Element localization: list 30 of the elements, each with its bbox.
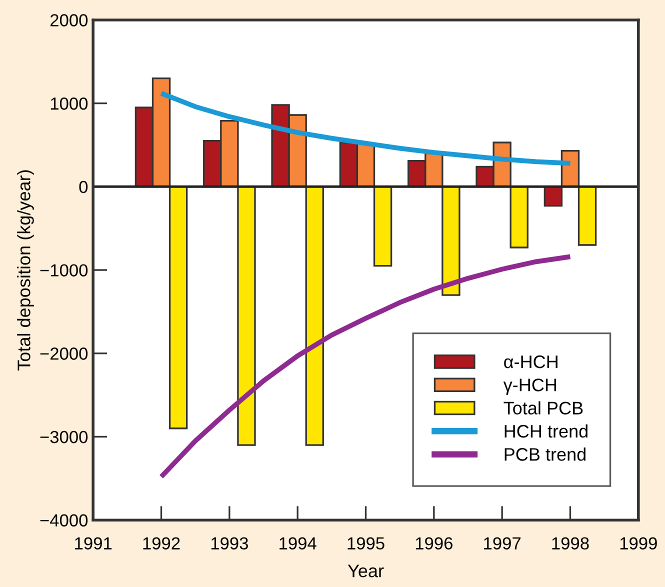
y-axis-title: Total deposition (kg/year): [17, 170, 34, 370]
y-tick-label: 1000: [50, 97, 88, 110]
bar: [168, 186, 188, 430]
legend-label: γ-HCH: [503, 378, 556, 395]
x-tick-label: 1997: [484, 537, 521, 550]
y-tick-label: 2000: [50, 14, 88, 26]
bar: [305, 186, 324, 446]
x-tick-label: 1993: [211, 537, 248, 550]
y-tick-label: −1000: [40, 264, 88, 276]
x-tick-label: 1996: [416, 537, 452, 550]
x-tick-label: 1994: [280, 537, 316, 550]
y-tick-label: −3000: [40, 430, 88, 444]
x-tick-label: 1992: [143, 537, 180, 550]
y-tick-label: −4000: [40, 514, 88, 527]
x-tick-label: 1991: [75, 537, 112, 550]
x-axis-title: Year: [348, 564, 384, 578]
x-tick-label: 1995: [348, 537, 384, 550]
y-tick-label: −2000: [40, 348, 88, 360]
legend-label: HCH trend: [504, 424, 588, 438]
legend-label: α-HCH: [504, 355, 558, 368]
legend-label: Total PCB: [504, 401, 583, 415]
bar: [578, 186, 597, 246]
y-tick-label: 0: [79, 180, 88, 194]
bar: [510, 186, 528, 248]
bar: [237, 186, 256, 446]
bar: [442, 186, 460, 296]
x-tick-label: 1998: [552, 537, 589, 550]
x-tick-label: 1999: [620, 537, 657, 550]
legend-label: PCB trend: [504, 448, 586, 461]
bar: [373, 186, 392, 267]
